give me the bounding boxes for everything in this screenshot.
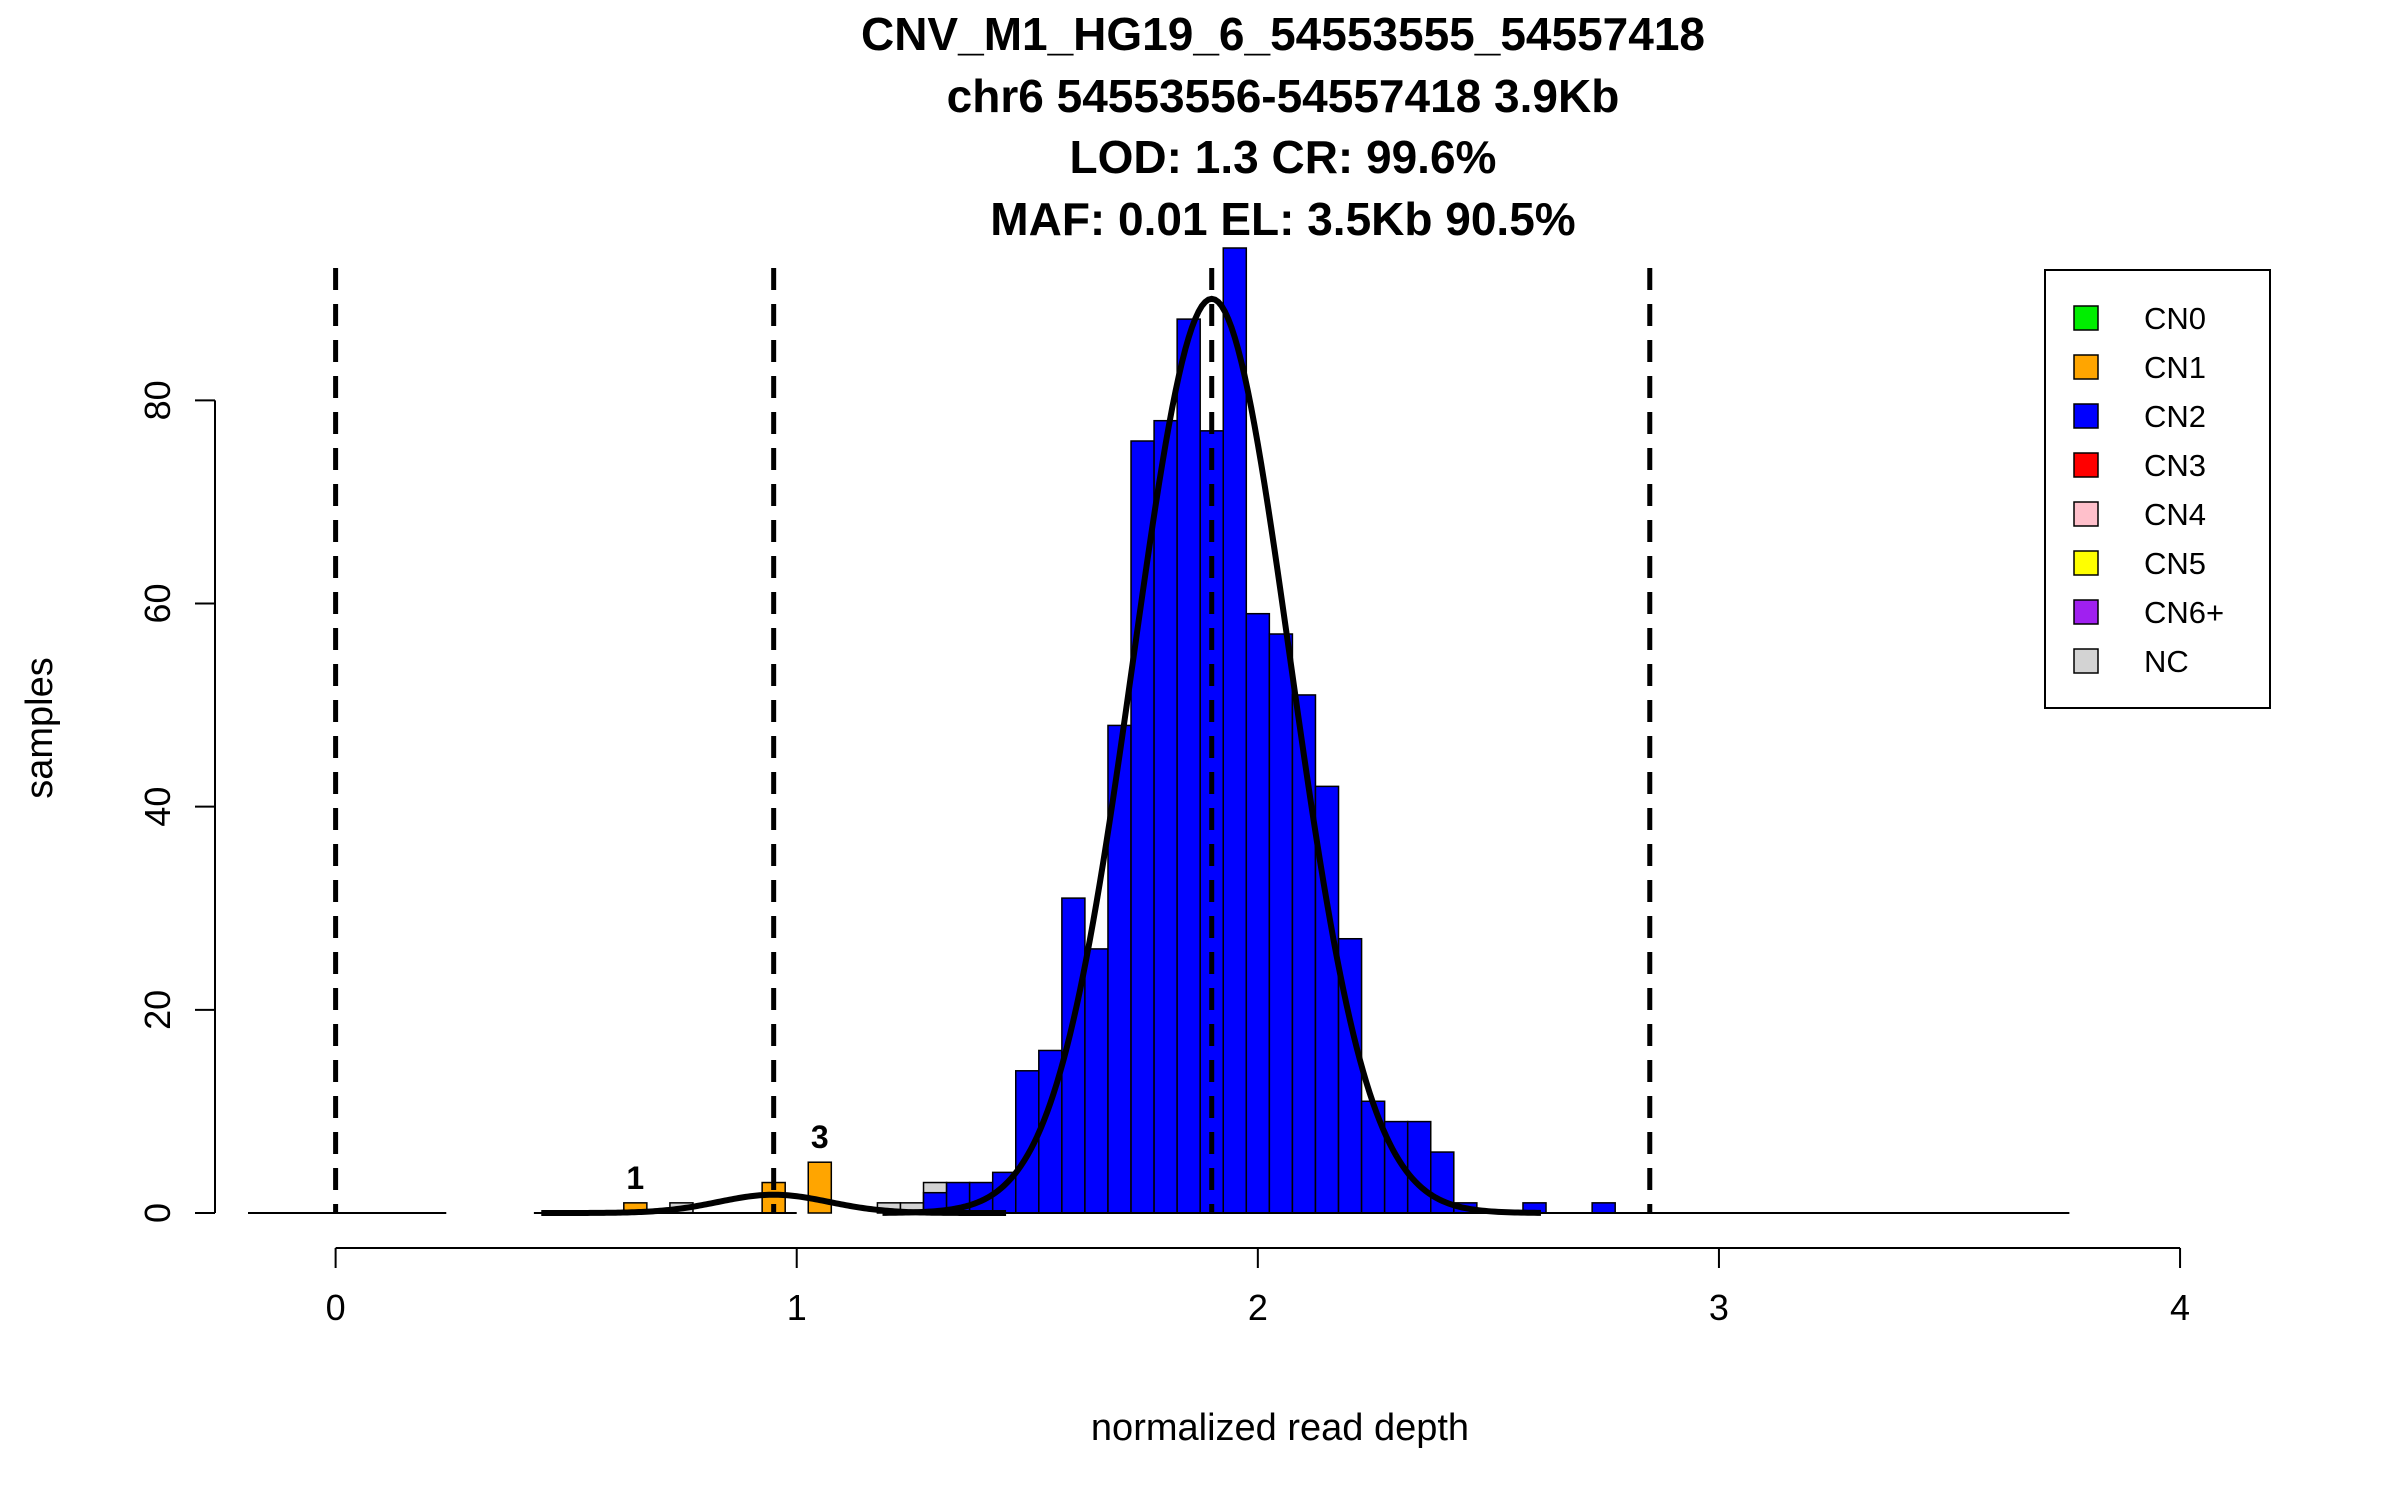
y-tick-label-3: 60 bbox=[137, 584, 178, 624]
x-tick-label-0: 0 bbox=[326, 1287, 346, 1328]
legend-label-cn0: CN0 bbox=[2144, 301, 2206, 336]
legend-label-cn2: CN2 bbox=[2144, 399, 2206, 434]
x-tick-label-2: 2 bbox=[1248, 1287, 1268, 1328]
bar-cn2-20 bbox=[1222, 247, 1248, 1214]
legend-label-cn6plus: CN6+ bbox=[2144, 595, 2224, 630]
chart-title: CNV_M1_HG19_6_54553555_54557418 chr6 545… bbox=[861, 8, 1705, 245]
x-axis: 0 1 2 3 4 bbox=[326, 1247, 2190, 1328]
y-tick-label-4: 80 bbox=[137, 380, 178, 420]
title-line-2: chr6 54553556-54557418 3.9Kb bbox=[947, 70, 1620, 122]
bar-cn1-2 bbox=[807, 1161, 833, 1214]
y-axis-title: samples bbox=[19, 657, 61, 799]
bar-count-label-0: 1 bbox=[626, 1160, 644, 1196]
x-tick-label-4: 4 bbox=[2170, 1287, 2190, 1328]
bar-count-labels: 13 bbox=[626, 1119, 828, 1196]
density-curves bbox=[541, 295, 1541, 1216]
x-tick-label-3: 3 bbox=[1709, 1287, 1729, 1328]
legend-label-cn1: CN1 bbox=[2144, 350, 2206, 385]
legend-label-cn4: CN4 bbox=[2144, 497, 2206, 532]
cutoff-lines bbox=[333, 268, 1653, 1213]
y-tick-label-1: 20 bbox=[137, 990, 178, 1030]
legend-swatch-cn1 bbox=[2073, 354, 2099, 380]
y-tick-label-2: 40 bbox=[137, 787, 178, 827]
bar-cn2-32 bbox=[1591, 1202, 1616, 1214]
legend-swatch-cn6plus bbox=[2073, 599, 2099, 625]
y-tick-label-0: 0 bbox=[137, 1203, 178, 1223]
legend-box bbox=[2044, 269, 2271, 709]
legend-swatch-cn3 bbox=[2073, 452, 2099, 478]
density-curve-1 bbox=[882, 295, 1541, 1216]
bar-cn2-21 bbox=[1245, 612, 1271, 1214]
bar-cn2-14 bbox=[1084, 948, 1109, 1214]
legend-label-nc: NC bbox=[2144, 644, 2189, 679]
title-line-1: CNV_M1_HG19_6_54553555_54557418 bbox=[861, 8, 1705, 60]
legend: CN0 CN1 CN2 CN3 CN4 CN5 CN6+ NC bbox=[2044, 269, 2271, 709]
x-axis-title: normalized read depth bbox=[1091, 1407, 1469, 1449]
bar-cn2-18 bbox=[1176, 318, 1201, 1214]
y-axis: 0 20 40 60 80 bbox=[137, 380, 216, 1223]
legend-swatch-cn5 bbox=[2073, 550, 2099, 576]
x-tick-label-1: 1 bbox=[787, 1287, 807, 1328]
bar-count-label-1: 3 bbox=[811, 1119, 829, 1155]
bar-cn2-28 bbox=[1406, 1120, 1432, 1214]
legend-label-cn3: CN3 bbox=[2144, 448, 2206, 483]
bar-cn2-22 bbox=[1268, 633, 1294, 1214]
legend-swatch-cn0 bbox=[2073, 305, 2099, 331]
legend-swatch-cn4 bbox=[2073, 501, 2099, 527]
bar-cn2-17 bbox=[1153, 419, 1178, 1214]
legend-swatch-cn2 bbox=[2073, 403, 2099, 429]
legend-label-cn5: CN5 bbox=[2144, 546, 2206, 581]
legend-swatch-nc bbox=[2073, 648, 2099, 674]
title-line-3: LOD: 1.3 CR: 99.6% bbox=[1070, 131, 1497, 183]
title-line-4: MAF: 0.01 EL: 3.5Kb 90.5% bbox=[990, 193, 1575, 245]
